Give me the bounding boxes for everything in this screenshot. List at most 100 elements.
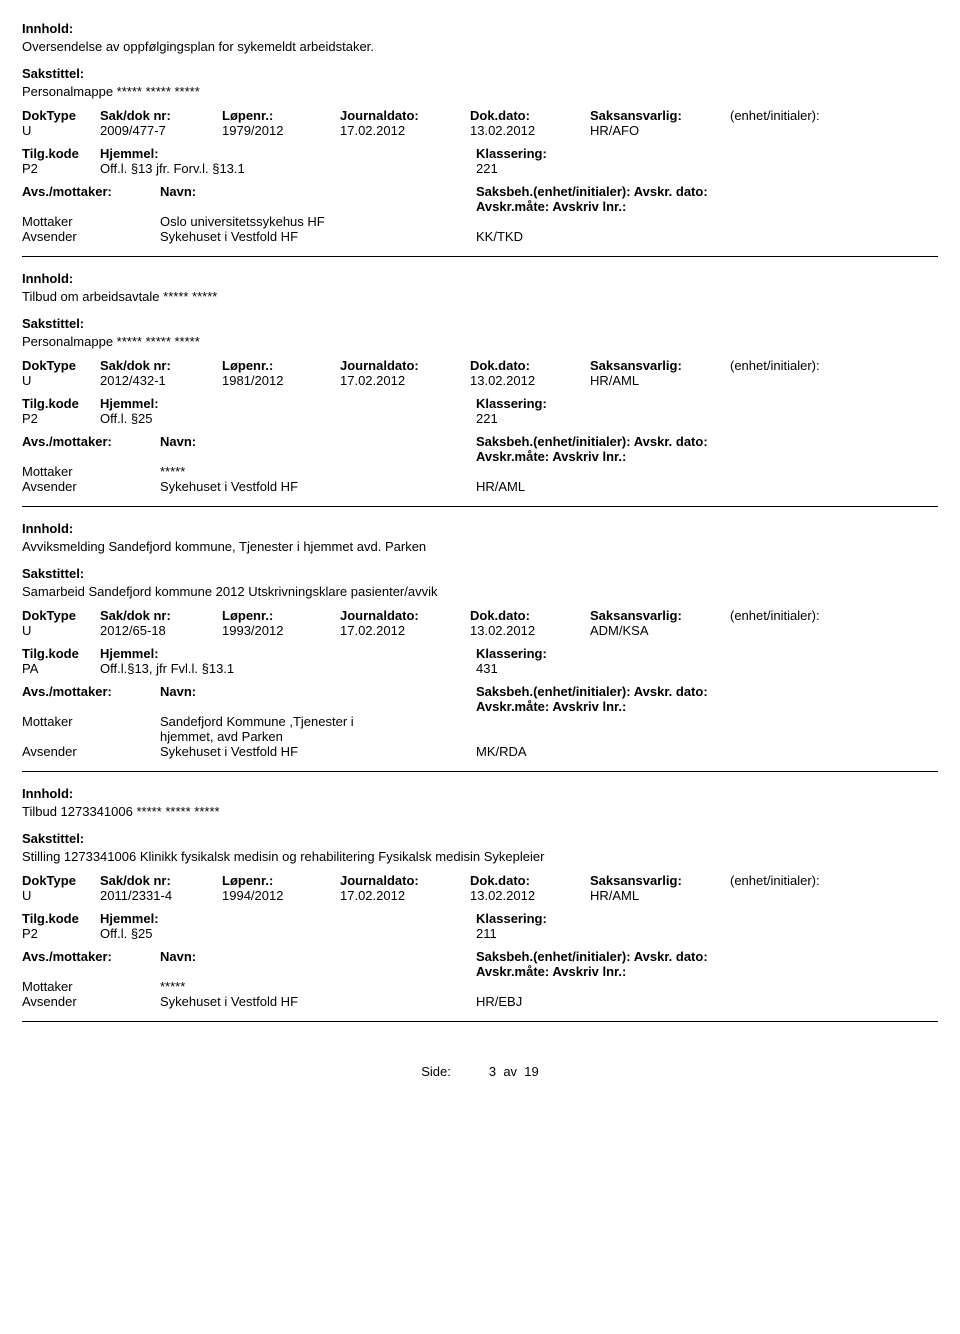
hdr-navn: Navn: — [160, 684, 476, 714]
val-hjemmel: Off.l. §25 — [100, 411, 350, 426]
header-row-1: DokType Sak/dok nr: Løpenr.: Journaldato… — [22, 358, 938, 373]
hdr-doktype: DokType — [22, 358, 100, 373]
val-klassering: 431 — [476, 661, 716, 676]
hdr-navn: Navn: — [160, 184, 476, 214]
hdr-avs-mottaker: Avs./mottaker: — [22, 434, 160, 464]
data-row-1: U 2009/477-7 1979/2012 17.02.2012 13.02.… — [22, 123, 938, 138]
avsender-value: Sykehuset i Vestfold HF — [100, 994, 476, 1009]
innhold-label: Innhold: — [22, 21, 938, 36]
hdr-hjemmel: Hjemmel: — [100, 646, 350, 661]
hdr-sakdoknr: Sak/dok nr: — [100, 358, 222, 373]
hdr-saksbeh-line: Saksbeh.(enhet/initialer): Avskr. dato: … — [476, 184, 776, 214]
innhold-value: Tilbud om arbeidsavtale ***** ***** — [22, 289, 938, 304]
val-tilgkode: P2 — [22, 411, 100, 426]
mottaker-value: ***** — [160, 979, 400, 994]
hdr-lopenr: Løpenr.: — [222, 608, 340, 623]
header-row-3: Avs./mottaker: Navn: Saksbeh.(enhet/init… — [22, 949, 938, 979]
mottaker-row: Mottaker Sandefjord Kommune ,Tjenester i… — [22, 714, 938, 744]
innhold-value: Oversendelse av oppfølgingsplan for syke… — [22, 39, 938, 54]
val-saksansvarlig: HR/AML — [590, 888, 730, 903]
record-divider — [22, 1021, 938, 1022]
val-doktype: U — [22, 123, 100, 138]
hdr-saksbeh-line: Saksbeh.(enhet/initialer): Avskr. dato: … — [476, 684, 776, 714]
header-row-2: Tilg.kode Hjemmel: Klassering: — [22, 396, 938, 411]
val-dokdato: 13.02.2012 — [470, 373, 590, 388]
hdr-lopenr: Løpenr.: — [222, 873, 340, 888]
mottaker-value: Oslo universitetssykehus HF — [160, 214, 400, 229]
sakstittel-label: Sakstittel: — [22, 831, 938, 846]
hdr-journaldato: Journaldato: — [340, 873, 470, 888]
hdr-lopenr: Løpenr.: — [222, 108, 340, 123]
val-saksansvarlig: HR/AFO — [590, 123, 730, 138]
val-klassering: 221 — [476, 161, 716, 176]
val-journaldato: 17.02.2012 — [340, 123, 470, 138]
hdr-tilgkode: Tilg.kode — [22, 396, 100, 411]
mottaker-label: Mottaker — [22, 464, 160, 479]
hdr-tilgkode: Tilg.kode — [22, 911, 100, 926]
data-row-2: P2 Off.l. §25 221 — [22, 411, 938, 426]
avsender-code: KK/TKD — [476, 229, 596, 244]
hdr-dokdato: Dok.dato: — [470, 358, 590, 373]
hdr-klassering: Klassering: — [476, 911, 716, 926]
journal-record: Innhold: Tilbud 1273341006 ***** ***** *… — [22, 786, 938, 1009]
data-row-1: U 2012/65-18 1993/2012 17.02.2012 13.02.… — [22, 623, 938, 638]
hdr-navn: Navn: — [160, 949, 476, 979]
val-saksansvarlig: HR/AML — [590, 373, 730, 388]
sakstittel-label: Sakstittel: — [22, 316, 938, 331]
hdr-tilgkode: Tilg.kode — [22, 146, 100, 161]
val-sakdoknr: 2012/432-1 — [100, 373, 222, 388]
hdr-avs-mottaker: Avs./mottaker: — [22, 684, 160, 714]
val-hjemmel: Off.l.§13, jfr Fvl.l. §13.1 — [100, 661, 350, 676]
hdr-saksansvarlig: Saksansvarlig: — [590, 608, 730, 623]
val-saksansvarlig: ADM/KSA — [590, 623, 730, 638]
mottaker-row: Mottaker ***** — [22, 464, 938, 479]
val-journaldato: 17.02.2012 — [340, 623, 470, 638]
page-footer: Side: 3 av 19 — [22, 1064, 938, 1079]
val-dokdato: 13.02.2012 — [470, 123, 590, 138]
val-sakdoknr: 2009/477-7 — [100, 123, 222, 138]
mottaker-label: Mottaker — [22, 714, 160, 744]
val-journaldato: 17.02.2012 — [340, 888, 470, 903]
avsender-row: Avsender Sykehuset i Vestfold HF KK/TKD — [22, 229, 938, 244]
header-row-2: Tilg.kode Hjemmel: Klassering: — [22, 911, 938, 926]
sakstittel-label: Sakstittel: — [22, 66, 938, 81]
hdr-journaldato: Journaldato: — [340, 358, 470, 373]
val-doktype: U — [22, 623, 100, 638]
sakstittel-value: Personalmappe ***** ***** ***** — [22, 334, 938, 349]
val-dokdato: 13.02.2012 — [470, 623, 590, 638]
val-doktype: U — [22, 373, 100, 388]
avsender-code: MK/RDA — [476, 744, 596, 759]
footer-av-label: av — [503, 1064, 517, 1079]
val-tilgkode: PA — [22, 661, 100, 676]
hdr-journaldato: Journaldato: — [340, 108, 470, 123]
hdr-avs-mottaker: Avs./mottaker: — [22, 949, 160, 979]
innhold-value: Avviksmelding Sandefjord kommune, Tjenes… — [22, 539, 938, 554]
mottaker-value: Sandefjord Kommune ,Tjenester i hjemmet,… — [160, 714, 400, 744]
hdr-dokdato: Dok.dato: — [470, 108, 590, 123]
footer-side-label: Side: — [421, 1064, 485, 1079]
hdr-klassering: Klassering: — [476, 146, 716, 161]
hdr-enhet-init: (enhet/initialer): — [730, 358, 890, 373]
mottaker-row: Mottaker Oslo universitetssykehus HF — [22, 214, 938, 229]
avsender-row: Avsender Sykehuset i Vestfold HF HR/EBJ — [22, 994, 938, 1009]
mottaker-row: Mottaker ***** — [22, 979, 938, 994]
avsender-label: Avsender — [22, 994, 100, 1009]
header-row-2: Tilg.kode Hjemmel: Klassering: — [22, 646, 938, 661]
hdr-saksansvarlig: Saksansvarlig: — [590, 358, 730, 373]
val-sakdoknr: 2012/65-18 — [100, 623, 222, 638]
header-row-1: DokType Sak/dok nr: Løpenr.: Journaldato… — [22, 608, 938, 623]
header-row-1: DokType Sak/dok nr: Løpenr.: Journaldato… — [22, 108, 938, 123]
val-klassering: 211 — [476, 926, 716, 941]
mottaker-label: Mottaker — [22, 214, 160, 229]
mottaker-value: ***** — [160, 464, 400, 479]
hdr-hjemmel: Hjemmel: — [100, 146, 350, 161]
avsender-row: Avsender Sykehuset i Vestfold HF HR/AML — [22, 479, 938, 494]
hdr-dokdato: Dok.dato: — [470, 873, 590, 888]
hdr-doktype: DokType — [22, 873, 100, 888]
data-row-2: PA Off.l.§13, jfr Fvl.l. §13.1 431 — [22, 661, 938, 676]
data-row-2: P2 Off.l. §25 211 — [22, 926, 938, 941]
hdr-journaldato: Journaldato: — [340, 608, 470, 623]
sakstittel-value: Stilling 1273341006 Klinikk fysikalsk me… — [22, 849, 938, 864]
val-hjemmel: Off.l. §25 — [100, 926, 350, 941]
journal-record: Innhold: Tilbud om arbeidsavtale ***** *… — [22, 271, 938, 494]
